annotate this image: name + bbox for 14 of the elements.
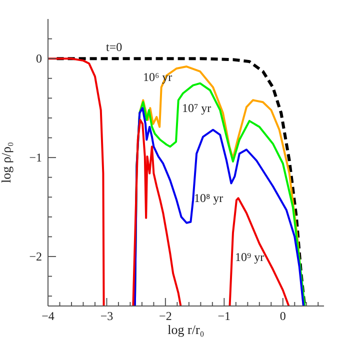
annotation: 10⁷ yr bbox=[182, 101, 212, 115]
x-tick-label: −3 bbox=[100, 309, 114, 323]
x-tick-label: 0 bbox=[280, 309, 286, 323]
annotation: 10⁸ yr bbox=[194, 191, 224, 205]
y-tick-label: −2 bbox=[29, 250, 42, 264]
y-tick-label: 0 bbox=[36, 52, 42, 66]
x-tick-label: −1 bbox=[218, 309, 231, 323]
x-tick-label: −2 bbox=[159, 309, 172, 323]
x-tick-label: −4 bbox=[42, 309, 54, 323]
y-tick-label: −1 bbox=[29, 150, 42, 165]
y-axis-title: log ρ/ρ₀ bbox=[0, 142, 14, 183]
annotation: 10⁹ yr bbox=[235, 250, 264, 264]
x-axis-title: log r/r₀ bbox=[168, 322, 204, 337]
annotation: t=0 bbox=[106, 40, 122, 54]
